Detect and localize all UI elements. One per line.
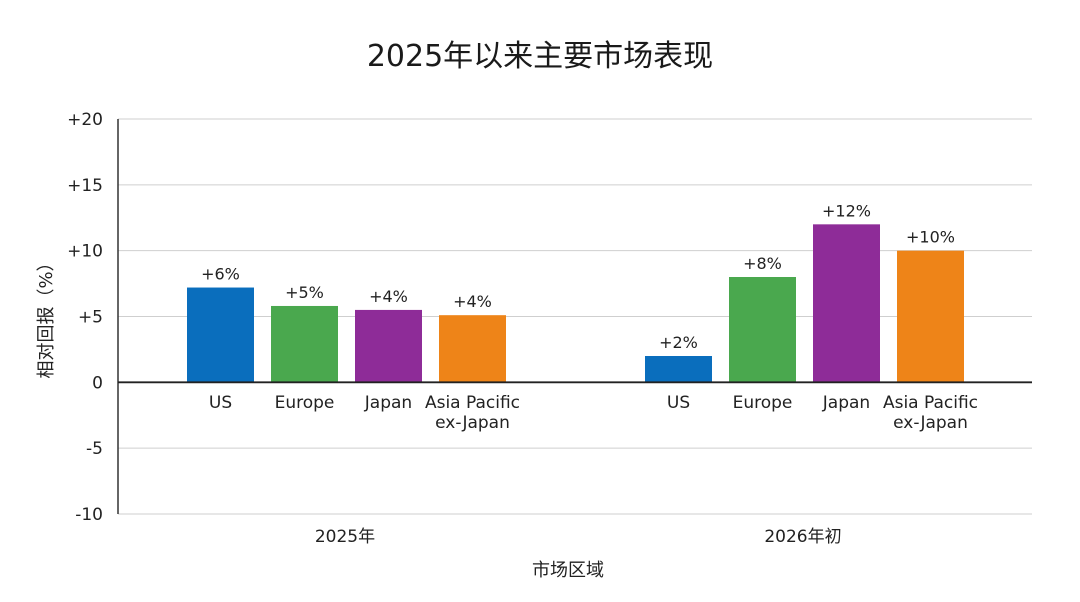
- category-labels: US Europe Japan Asia Pacific ex-Japan US Europ…: [209, 393, 978, 433]
- bar: [439, 315, 506, 383]
- bar: [355, 309, 422, 383]
- y-tick-label: -5: [86, 439, 103, 459]
- y-tick-label: +10: [67, 242, 103, 262]
- bar: [813, 224, 880, 383]
- bar-value-label: +10%: [906, 228, 955, 247]
- bar: [897, 250, 964, 383]
- category-label: US: [667, 393, 690, 413]
- y-tick-label: +15: [67, 176, 103, 196]
- bar: [729, 277, 796, 383]
- y-axis-label: 相对回报（%）: [36, 253, 57, 378]
- chart-title: 2025年以来主要市场表现: [367, 39, 713, 74]
- bar: [645, 356, 712, 383]
- bar-value-label: +12%: [822, 201, 871, 220]
- bar-value-label: +4%: [369, 287, 408, 306]
- y-axis-ticks: -10 -5 0 +5 +10 +15 +20: [67, 110, 103, 525]
- bar-labels: +6% +5% +4% +4% +2% +8% +12% +10%: [201, 201, 955, 352]
- y-tick-label: 0: [92, 373, 103, 393]
- y-tick-label: +20: [67, 110, 103, 130]
- category-label: Japan: [364, 393, 412, 413]
- x-axis-label: 市场区域: [532, 560, 604, 581]
- y-tick-label: -10: [75, 505, 103, 525]
- category-label: Japan: [822, 393, 870, 413]
- category-label: Asia Pacific ex-Japan: [425, 393, 520, 433]
- bar: [187, 287, 254, 383]
- y-tick-label: +5: [78, 308, 103, 328]
- bar-value-label: +4%: [453, 292, 492, 311]
- category-label: Asia Pacific ex-Japan: [883, 393, 978, 433]
- bars: [187, 224, 964, 383]
- bar: [271, 305, 338, 383]
- category-label: Europe: [733, 393, 793, 413]
- bar-value-label: +8%: [743, 254, 782, 273]
- bar-value-label: +2%: [659, 333, 698, 352]
- bar-value-label: +5%: [285, 283, 324, 302]
- group-label: 2026年初: [764, 527, 841, 547]
- group-labels: 2025年 2026年初: [315, 527, 842, 547]
- bar-value-label: +6%: [201, 265, 240, 284]
- group-label: 2025年: [315, 527, 375, 547]
- category-label: US: [209, 393, 232, 413]
- category-label: Europe: [275, 393, 335, 413]
- grid: [118, 118, 1032, 515]
